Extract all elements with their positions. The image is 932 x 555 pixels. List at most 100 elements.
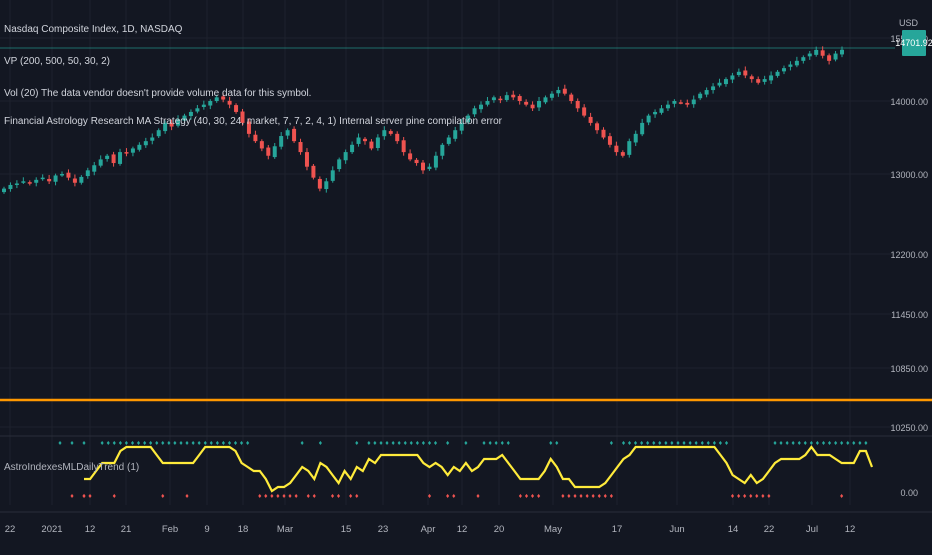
up-marker: ♦ (373, 440, 377, 447)
down-marker: ♦ (88, 493, 92, 500)
strategy-indicator-label[interactable]: Financial Astrology Research MA Strategy… (4, 116, 503, 127)
up-marker: ♦ (682, 440, 686, 447)
up-marker: ♦ (482, 440, 486, 447)
candle-body (343, 152, 348, 161)
up-marker: ♦ (640, 440, 644, 447)
candle-body (118, 152, 123, 164)
candle-body (47, 178, 52, 182)
up-marker: ♦ (822, 440, 826, 447)
candle-body (60, 174, 65, 176)
up-marker: ♦ (646, 440, 650, 447)
candle-body (775, 71, 780, 76)
up-marker: ♦ (355, 440, 359, 447)
candle-body (440, 144, 445, 156)
up-marker: ♦ (422, 440, 426, 447)
time-axis-tick: 18 (238, 524, 249, 535)
candle-body (453, 130, 458, 139)
candle-body (827, 55, 832, 61)
up-marker: ♦ (222, 440, 226, 447)
candle-body (27, 182, 32, 184)
time-axis-tick: Mar (277, 524, 293, 535)
time-axis-tick: Jul (806, 524, 818, 535)
candle-body (672, 101, 677, 104)
up-marker: ♦ (713, 440, 717, 447)
symbol-title[interactable]: Nasdaq Composite Index, 1D, NASDAQ (4, 24, 183, 35)
down-marker: ♦ (755, 493, 759, 500)
candle-body (79, 176, 84, 183)
candle-body (569, 94, 574, 101)
candle-body (427, 166, 432, 170)
up-marker: ♦ (864, 440, 868, 447)
up-marker: ♦ (622, 440, 626, 447)
candle-body (730, 75, 735, 80)
candle-body (781, 68, 786, 72)
candle-body (188, 111, 193, 117)
up-marker: ♦ (494, 440, 498, 447)
candle-body (421, 162, 425, 171)
time-axis-tick: 21 (121, 524, 132, 535)
down-marker: ♦ (604, 493, 608, 500)
candle-body (620, 152, 625, 156)
candle-body (137, 144, 142, 150)
time-axis-tick: 12 (845, 524, 856, 535)
down-marker: ♦ (349, 493, 353, 500)
candle-body (491, 97, 496, 101)
candle-body (814, 49, 819, 55)
up-marker: ♦ (664, 440, 668, 447)
up-marker: ♦ (688, 440, 692, 447)
subpane-indicator-label[interactable]: AstroIndexesMLDailyTrend (1) (4, 462, 140, 473)
candle-body (543, 97, 548, 103)
candle-body (485, 101, 490, 105)
candle-body (756, 79, 761, 83)
volume-indicator-label[interactable]: Vol (20) The data vendor doesn't provide… (4, 88, 312, 99)
candle-body (195, 108, 200, 112)
candle-body (34, 179, 39, 183)
candle-body (66, 172, 71, 178)
up-marker: ♦ (137, 440, 141, 447)
up-marker: ♦ (670, 440, 674, 447)
up-marker: ♦ (858, 440, 862, 447)
trend-line-series (84, 445, 874, 493)
candle-body (717, 82, 722, 86)
up-marker: ♦ (816, 440, 820, 447)
candle-body (653, 111, 658, 115)
down-marker: ♦ (282, 493, 286, 500)
candle-body (21, 181, 26, 183)
candle-body (298, 142, 303, 153)
candle-body (607, 136, 612, 145)
down-marker: ♦ (276, 493, 280, 500)
candle-body (324, 181, 329, 190)
candle-body (350, 144, 355, 153)
candle-body (575, 101, 580, 109)
time-axis-tick: 22 (764, 524, 775, 535)
down-marker: ♦ (731, 493, 735, 500)
down-marker: ♦ (573, 493, 577, 500)
candle-body (246, 121, 251, 134)
up-marker: ♦ (125, 440, 129, 447)
up-marker: ♦ (834, 440, 838, 447)
candle-body (736, 71, 741, 76)
up-marker: ♦ (106, 440, 110, 447)
candle-body (279, 136, 284, 147)
candle-body (253, 134, 258, 142)
time-axis-tick: Feb (162, 524, 178, 535)
down-marker: ♦ (525, 493, 529, 500)
up-marker: ♦ (155, 440, 159, 447)
down-marker: ♦ (161, 493, 165, 500)
up-marker: ♦ (379, 440, 383, 447)
up-marker: ♦ (779, 440, 783, 447)
down-marker: ♦ (294, 493, 298, 500)
down-marker: ♦ (264, 493, 268, 500)
candle-body (698, 93, 703, 99)
up-marker: ♦ (628, 440, 632, 447)
candle-body (691, 99, 696, 105)
candle-body (601, 129, 606, 138)
time-axis-tick: 12 (85, 524, 96, 535)
up-marker: ♦ (840, 440, 844, 447)
subpane-axis-tick: 0.00 (900, 488, 918, 498)
vp-indicator-label[interactable]: VP (200, 500, 50, 30, 2) (4, 56, 111, 67)
up-marker: ♦ (464, 440, 468, 447)
up-marker: ♦ (167, 440, 171, 447)
